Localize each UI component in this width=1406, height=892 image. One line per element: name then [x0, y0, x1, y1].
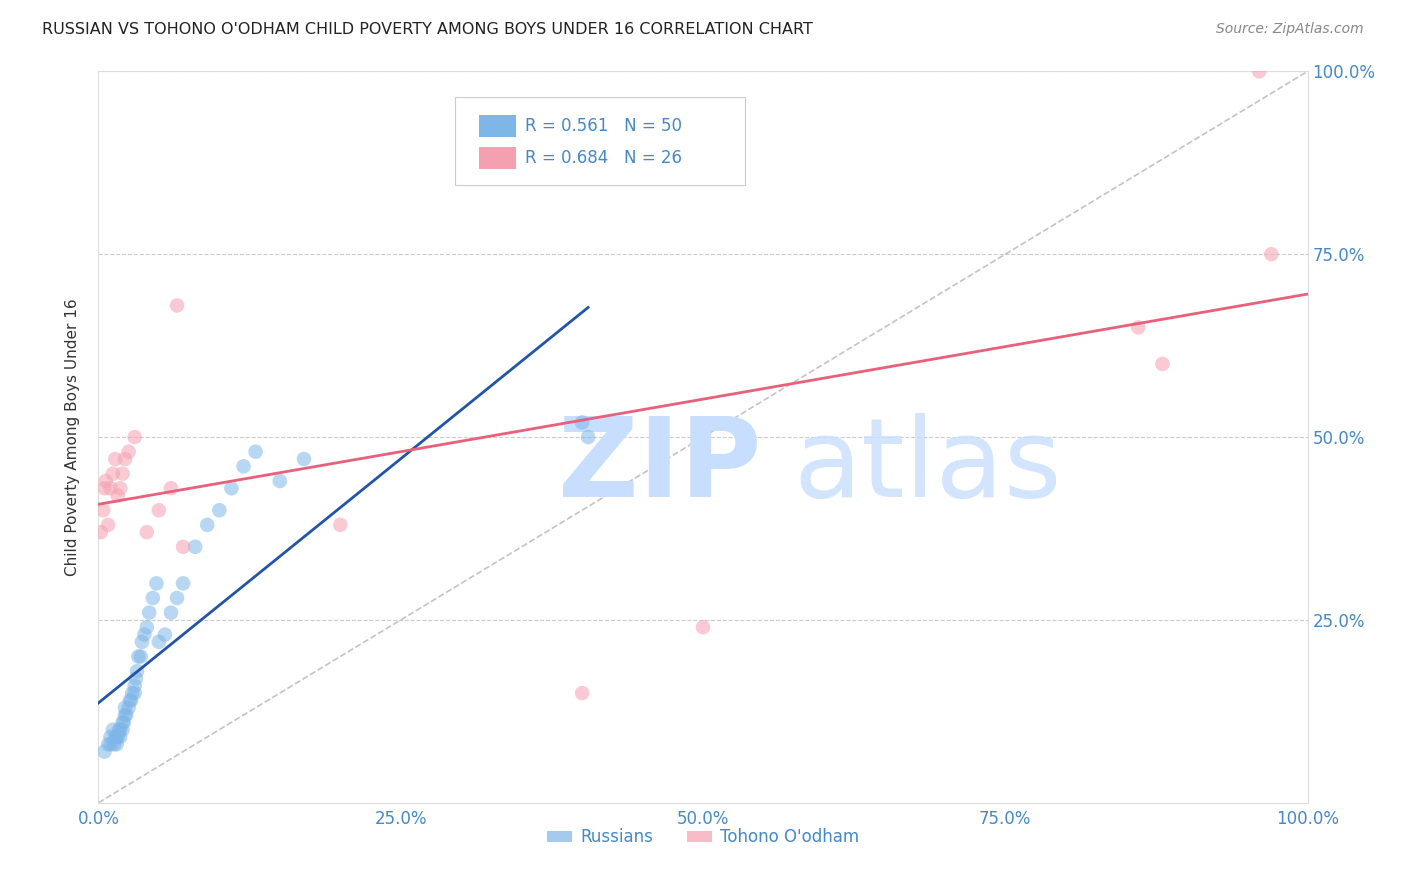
Point — [135, 525, 157, 540]
Point — [97, 517, 120, 532]
Point — [135, 620, 157, 634]
Point — [1128, 320, 1150, 334]
Y-axis label: Child Poverty Among Boys Under 16: Child Poverty Among Boys Under 16 — [65, 298, 80, 576]
Point — [108, 723, 131, 737]
Point — [232, 459, 254, 474]
Point — [101, 723, 124, 737]
Point — [571, 416, 593, 430]
Point — [269, 474, 291, 488]
Point — [108, 730, 131, 744]
Point — [103, 737, 125, 751]
Point — [172, 576, 194, 591]
Point — [100, 481, 122, 495]
Point — [107, 489, 129, 503]
Point — [121, 686, 143, 700]
Point — [120, 693, 142, 707]
Point — [131, 635, 153, 649]
Point — [245, 444, 267, 458]
Point — [138, 606, 160, 620]
Point — [97, 737, 120, 751]
Point — [100, 730, 122, 744]
Point — [1260, 247, 1282, 261]
Point — [114, 452, 136, 467]
Point — [114, 700, 136, 714]
Point — [134, 627, 156, 641]
Point — [166, 591, 188, 605]
Text: R = 0.561   N = 50: R = 0.561 N = 50 — [526, 117, 682, 136]
Point — [107, 730, 129, 744]
Point — [576, 430, 599, 444]
Point — [118, 444, 141, 458]
Point — [329, 517, 352, 532]
FancyBboxPatch shape — [479, 146, 516, 169]
Point — [208, 503, 231, 517]
Point — [124, 430, 146, 444]
FancyBboxPatch shape — [456, 97, 745, 185]
Point — [1152, 357, 1174, 371]
Point — [112, 715, 135, 730]
Point — [111, 723, 134, 737]
Text: atlas: atlas — [793, 413, 1062, 520]
Point — [93, 481, 115, 495]
Point — [127, 664, 149, 678]
Point — [94, 474, 117, 488]
Point — [571, 686, 593, 700]
Point — [101, 467, 124, 481]
Point — [125, 672, 148, 686]
Point — [114, 708, 136, 723]
Point — [184, 540, 207, 554]
Point — [195, 517, 218, 532]
Point — [172, 540, 194, 554]
Point — [127, 649, 149, 664]
Point — [153, 627, 176, 641]
Point — [104, 452, 127, 467]
FancyBboxPatch shape — [479, 115, 516, 137]
Point — [90, 525, 112, 540]
Point — [160, 481, 183, 495]
Text: Source: ZipAtlas.com: Source: ZipAtlas.com — [1216, 22, 1364, 37]
Point — [118, 693, 141, 707]
Point — [142, 591, 165, 605]
Point — [145, 576, 167, 591]
Point — [111, 715, 134, 730]
Point — [221, 481, 243, 495]
Point — [118, 700, 141, 714]
Point — [160, 606, 183, 620]
Point — [292, 452, 315, 467]
Legend: Russians, Tohono O'odham: Russians, Tohono O'odham — [540, 822, 866, 853]
Text: ZIP: ZIP — [558, 413, 761, 520]
Point — [166, 298, 188, 312]
Point — [692, 620, 714, 634]
Point — [129, 649, 152, 664]
Point — [91, 503, 114, 517]
Point — [105, 737, 128, 751]
Point — [111, 467, 134, 481]
Point — [148, 635, 170, 649]
Point — [108, 481, 131, 495]
Text: RUSSIAN VS TOHONO O'ODHAM CHILD POVERTY AMONG BOYS UNDER 16 CORRELATION CHART: RUSSIAN VS TOHONO O'ODHAM CHILD POVERTY … — [42, 22, 813, 37]
Point — [124, 679, 146, 693]
Point — [104, 730, 127, 744]
Point — [115, 708, 138, 723]
Point — [148, 503, 170, 517]
Point — [93, 745, 115, 759]
Text: R = 0.684   N = 26: R = 0.684 N = 26 — [526, 149, 682, 167]
Point — [108, 723, 131, 737]
Point — [100, 737, 122, 751]
Point — [124, 686, 146, 700]
Point — [1249, 64, 1271, 78]
Point — [105, 730, 128, 744]
